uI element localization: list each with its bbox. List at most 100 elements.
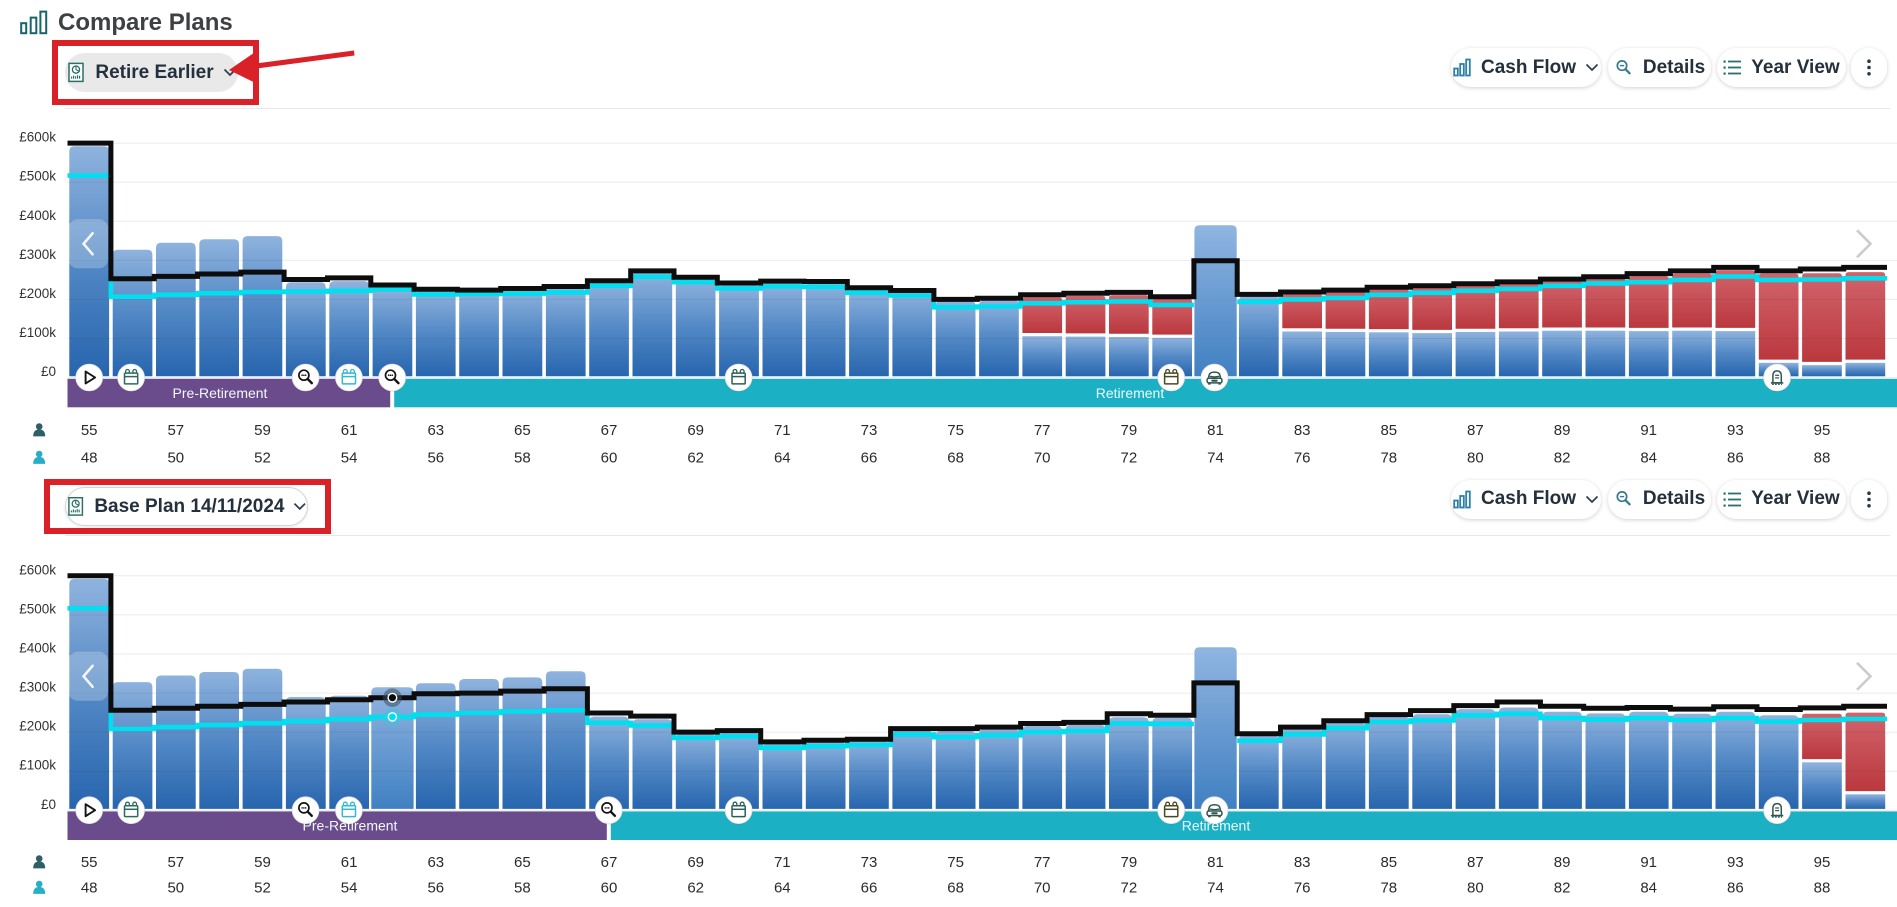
svg-text:81: 81 bbox=[1207, 422, 1224, 439]
svg-text:65: 65 bbox=[514, 854, 531, 871]
svg-text:84: 84 bbox=[1640, 879, 1657, 896]
svg-text:85: 85 bbox=[1380, 422, 1397, 439]
svg-text:86: 86 bbox=[1727, 879, 1744, 896]
svg-text:69: 69 bbox=[687, 854, 704, 871]
svg-text:50: 50 bbox=[167, 879, 184, 896]
svg-text:Pre-Retirement: Pre-Retirement bbox=[303, 818, 398, 834]
svg-text:67: 67 bbox=[601, 422, 618, 439]
svg-text:66: 66 bbox=[861, 449, 878, 466]
svg-text:85: 85 bbox=[1380, 854, 1397, 871]
svg-text:57: 57 bbox=[167, 422, 184, 439]
svg-text:95: 95 bbox=[1814, 854, 1831, 871]
svg-text:81: 81 bbox=[1207, 854, 1224, 871]
svg-text:86: 86 bbox=[1727, 449, 1744, 466]
svg-text:72: 72 bbox=[1121, 879, 1138, 896]
svg-text:£400k: £400k bbox=[19, 641, 56, 656]
svg-text:79: 79 bbox=[1121, 854, 1138, 871]
svg-text:£100k: £100k bbox=[19, 758, 56, 773]
svg-text:83: 83 bbox=[1294, 854, 1311, 871]
svg-text:87: 87 bbox=[1467, 422, 1484, 439]
svg-text:£600k: £600k bbox=[19, 562, 56, 577]
svg-text:73: 73 bbox=[861, 422, 878, 439]
svg-text:£0: £0 bbox=[41, 364, 56, 379]
svg-text:£300k: £300k bbox=[19, 680, 56, 695]
svg-text:64: 64 bbox=[774, 879, 791, 896]
svg-text:56: 56 bbox=[427, 449, 444, 466]
svg-text:62: 62 bbox=[687, 879, 704, 896]
svg-text:£500k: £500k bbox=[19, 169, 56, 184]
svg-text:57: 57 bbox=[167, 854, 184, 871]
svg-text:91: 91 bbox=[1640, 422, 1657, 439]
svg-text:72: 72 bbox=[1121, 449, 1138, 466]
svg-text:50: 50 bbox=[167, 449, 184, 466]
svg-text:68: 68 bbox=[947, 449, 964, 466]
svg-text:75: 75 bbox=[947, 422, 964, 439]
svg-text:67: 67 bbox=[601, 854, 618, 871]
svg-text:£100k: £100k bbox=[19, 325, 56, 340]
svg-text:82: 82 bbox=[1554, 879, 1571, 896]
svg-text:63: 63 bbox=[427, 422, 444, 439]
svg-text:£0: £0 bbox=[41, 797, 56, 812]
svg-text:62: 62 bbox=[687, 449, 704, 466]
svg-text:88: 88 bbox=[1814, 879, 1831, 896]
svg-text:55: 55 bbox=[81, 854, 98, 871]
svg-text:Pre-Retirement: Pre-Retirement bbox=[173, 385, 268, 401]
svg-text:74: 74 bbox=[1207, 879, 1224, 896]
svg-text:63: 63 bbox=[427, 854, 444, 871]
svg-text:95: 95 bbox=[1814, 422, 1831, 439]
svg-text:£400k: £400k bbox=[19, 208, 56, 223]
svg-text:61: 61 bbox=[341, 854, 358, 871]
svg-text:£500k: £500k bbox=[19, 601, 56, 616]
svg-text:93: 93 bbox=[1727, 422, 1744, 439]
svg-text:75: 75 bbox=[947, 854, 964, 871]
svg-text:87: 87 bbox=[1467, 854, 1484, 871]
svg-text:52: 52 bbox=[254, 879, 271, 896]
svg-text:59: 59 bbox=[254, 422, 271, 439]
svg-text:48: 48 bbox=[81, 449, 98, 466]
svg-text:82: 82 bbox=[1554, 449, 1571, 466]
svg-text:84: 84 bbox=[1640, 449, 1657, 466]
svg-text:71: 71 bbox=[774, 422, 791, 439]
svg-text:73: 73 bbox=[861, 854, 878, 871]
svg-text:55: 55 bbox=[81, 422, 98, 439]
svg-text:80: 80 bbox=[1467, 879, 1484, 896]
svg-text:58: 58 bbox=[514, 879, 531, 896]
svg-text:65: 65 bbox=[514, 422, 531, 439]
svg-text:71: 71 bbox=[774, 854, 791, 871]
svg-text:54: 54 bbox=[341, 449, 358, 466]
svg-text:52: 52 bbox=[254, 449, 271, 466]
svg-text:91: 91 bbox=[1640, 854, 1657, 871]
svg-text:69: 69 bbox=[687, 422, 704, 439]
svg-text:56: 56 bbox=[427, 879, 444, 896]
svg-text:93: 93 bbox=[1727, 854, 1744, 871]
svg-text:68: 68 bbox=[947, 879, 964, 896]
svg-text:58: 58 bbox=[514, 449, 531, 466]
svg-text:89: 89 bbox=[1554, 854, 1571, 871]
svg-text:Retirement: Retirement bbox=[1182, 818, 1251, 834]
svg-text:60: 60 bbox=[601, 449, 618, 466]
svg-text:59: 59 bbox=[254, 854, 271, 871]
svg-text:Retirement: Retirement bbox=[1096, 385, 1165, 401]
svg-text:£300k: £300k bbox=[19, 247, 56, 262]
svg-text:61: 61 bbox=[341, 422, 358, 439]
svg-text:66: 66 bbox=[861, 879, 878, 896]
svg-text:77: 77 bbox=[1034, 422, 1051, 439]
svg-text:60: 60 bbox=[601, 879, 618, 896]
svg-text:77: 77 bbox=[1034, 854, 1051, 871]
svg-text:76: 76 bbox=[1294, 449, 1311, 466]
svg-text:79: 79 bbox=[1121, 422, 1138, 439]
svg-text:70: 70 bbox=[1034, 449, 1051, 466]
svg-text:£200k: £200k bbox=[19, 719, 56, 734]
svg-text:64: 64 bbox=[774, 449, 791, 466]
svg-text:83: 83 bbox=[1294, 422, 1311, 439]
svg-text:88: 88 bbox=[1814, 449, 1831, 466]
svg-text:74: 74 bbox=[1207, 449, 1224, 466]
svg-text:70: 70 bbox=[1034, 879, 1051, 896]
svg-text:£600k: £600k bbox=[19, 130, 56, 145]
svg-text:£200k: £200k bbox=[19, 286, 56, 301]
svg-text:80: 80 bbox=[1467, 449, 1484, 466]
svg-text:54: 54 bbox=[341, 879, 358, 896]
svg-text:78: 78 bbox=[1380, 449, 1397, 466]
svg-text:78: 78 bbox=[1380, 879, 1397, 896]
svg-text:89: 89 bbox=[1554, 422, 1571, 439]
